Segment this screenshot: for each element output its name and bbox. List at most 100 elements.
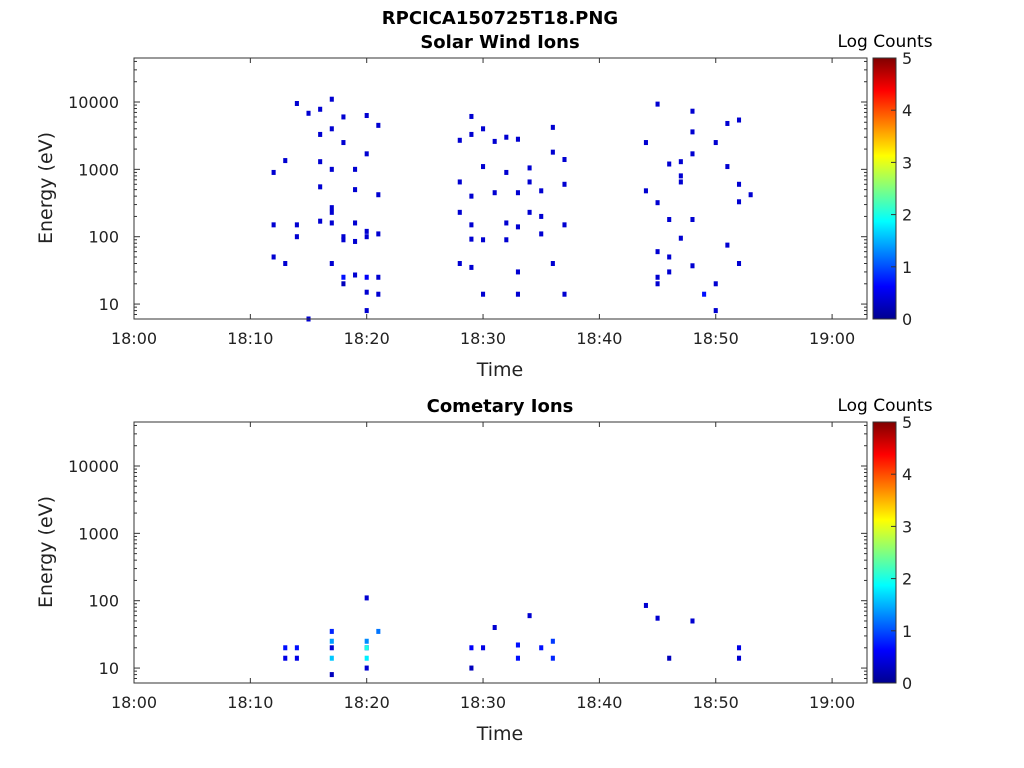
count-cell xyxy=(515,291,520,297)
count-cell xyxy=(469,113,474,119)
count-cell xyxy=(329,126,334,132)
count-cell xyxy=(481,237,486,243)
solar-wind-colorbar-label: Log Counts xyxy=(837,32,932,52)
count-cell xyxy=(283,158,288,164)
count-cell xyxy=(353,187,358,193)
count-cell xyxy=(736,117,742,123)
x-tick-label: 18:00 xyxy=(111,329,157,348)
count-cell xyxy=(364,308,369,314)
solar-wind-x-axis-label: Time xyxy=(476,359,524,381)
count-cell xyxy=(713,281,718,287)
count-cell xyxy=(294,100,299,106)
count-cell xyxy=(457,179,462,185)
cometary-colorbar-ticks: 0 1 2 3 4 5 xyxy=(891,413,912,693)
count-cell xyxy=(329,220,334,226)
count-cell xyxy=(341,140,346,146)
colorbar-tick-label: 0 xyxy=(902,310,912,329)
count-cell xyxy=(376,122,381,128)
cometary-y-ticks: 10 100 1000 10000 xyxy=(68,424,867,684)
count-cell xyxy=(364,638,369,644)
count-cell xyxy=(341,237,346,243)
colorbar-tick-label: 1 xyxy=(902,258,912,277)
count-cell xyxy=(527,165,532,171)
count-cell xyxy=(469,236,474,242)
count-cell xyxy=(515,642,520,648)
count-cell xyxy=(457,261,462,267)
count-cell xyxy=(492,625,497,631)
count-cell xyxy=(690,217,695,223)
cometary-panel: Cometary Ions Log Counts 18:00 18:10 18:20… xyxy=(35,396,933,745)
count-cell xyxy=(667,269,672,275)
count-cell xyxy=(725,242,730,248)
count-cell xyxy=(515,190,520,196)
count-cell xyxy=(376,231,381,237)
count-cell xyxy=(527,613,532,619)
count-cell xyxy=(341,274,346,280)
count-cell xyxy=(678,173,683,179)
count-cell xyxy=(562,291,567,297)
count-cell xyxy=(678,235,683,241)
count-cell xyxy=(678,179,683,185)
count-cell xyxy=(341,281,346,287)
count-cell xyxy=(376,274,381,280)
solar-wind-plot-area xyxy=(134,58,867,319)
count-cell xyxy=(667,217,672,223)
count-cell xyxy=(271,254,276,260)
cometary-plot-area xyxy=(134,422,867,683)
count-cell xyxy=(271,169,276,175)
count-cell xyxy=(527,209,532,215)
solar-wind-y-ticks: 10 100 1000 10000 xyxy=(68,60,867,320)
count-cell xyxy=(736,199,742,205)
count-cell xyxy=(353,272,358,278)
count-cell xyxy=(341,234,346,240)
count-cell xyxy=(655,200,660,206)
x-tick-label: 18:30 xyxy=(460,693,506,712)
count-cell xyxy=(364,274,369,280)
count-cell xyxy=(469,665,474,671)
count-cell xyxy=(353,166,358,172)
count-cell xyxy=(504,134,509,140)
x-tick-label: 18:30 xyxy=(460,329,506,348)
count-cell xyxy=(364,645,369,651)
cometary-title: Cometary Ions xyxy=(427,396,574,417)
count-cell xyxy=(329,166,334,172)
count-cell xyxy=(690,129,695,135)
count-cell xyxy=(736,261,742,267)
count-cell xyxy=(690,618,695,624)
count-cell xyxy=(364,665,369,671)
cometary-x-ticks: 18:00 18:10 18:20 18:30 18:40 18:50 19:00 xyxy=(111,422,855,712)
count-cell xyxy=(515,136,520,142)
count-cell xyxy=(550,638,555,644)
count-cell xyxy=(271,222,276,228)
colorbar-tick-label: 1 xyxy=(902,622,912,641)
count-cell xyxy=(515,224,520,230)
count-cell xyxy=(690,151,695,157)
count-cell xyxy=(504,220,509,226)
count-cell xyxy=(515,269,520,275)
x-tick-label: 19:00 xyxy=(809,329,855,348)
count-cell xyxy=(329,96,334,102)
count-cell xyxy=(643,188,648,194)
x-tick-label: 18:40 xyxy=(576,693,622,712)
count-cell xyxy=(725,120,730,126)
count-cell xyxy=(562,222,567,228)
count-cell xyxy=(329,209,334,215)
y-tick-label: 100 xyxy=(88,592,119,611)
x-tick-label: 19:00 xyxy=(809,693,855,712)
y-tick-label: 100 xyxy=(88,228,119,247)
count-cell xyxy=(504,169,509,175)
count-cell xyxy=(702,291,707,297)
count-cell xyxy=(678,159,683,165)
y-tick-label: 10000 xyxy=(68,93,119,112)
count-cell xyxy=(736,181,742,187)
count-cell xyxy=(376,291,381,297)
count-cell xyxy=(736,655,742,661)
count-cell xyxy=(457,137,462,143)
count-cell xyxy=(481,164,486,170)
count-cell xyxy=(713,140,718,146)
x-tick-label: 18:50 xyxy=(693,329,739,348)
count-cell xyxy=(550,124,555,130)
count-cell xyxy=(690,108,695,114)
count-cell xyxy=(318,131,323,137)
